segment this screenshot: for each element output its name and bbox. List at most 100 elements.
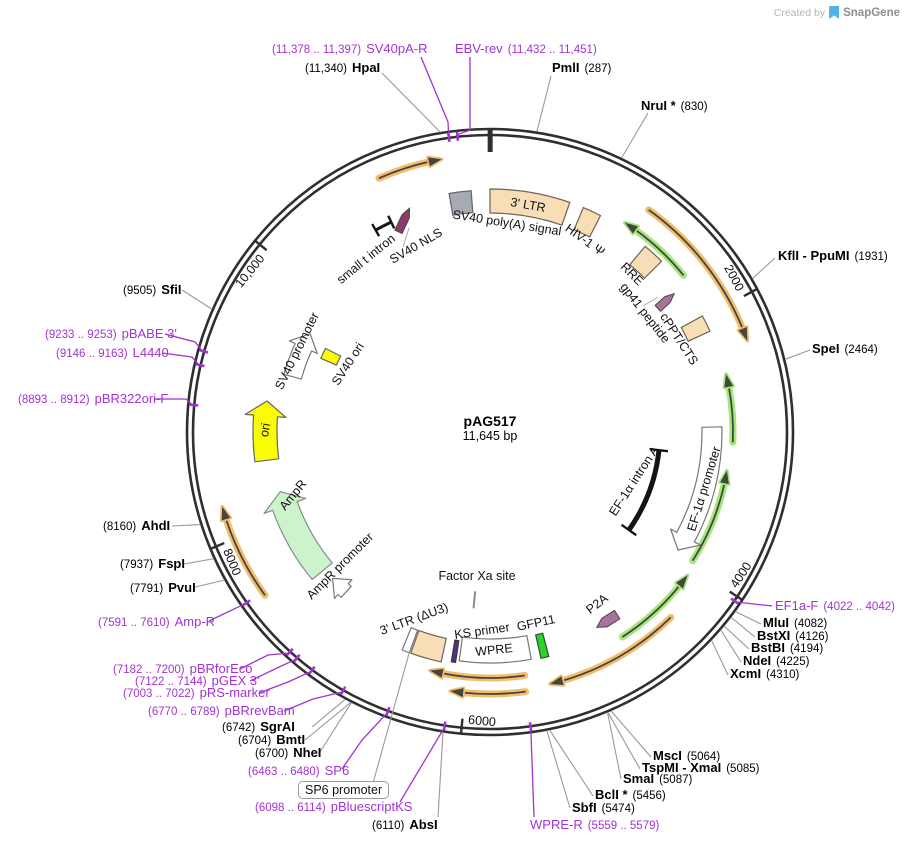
feature-gfp11[interactable] — [534, 632, 550, 660]
feature-label-WPRE[interactable]: WPRE — [474, 641, 514, 659]
feature-small-t-intron-cap — [371, 223, 381, 237]
site-label-FspI[interactable]: (7937) FspI — [120, 556, 185, 571]
leader-MluI — [735, 611, 762, 625]
primer-tick-L4440 — [195, 362, 205, 368]
feature-label-FactorXasite[interactable]: Factor Xa site — [438, 569, 516, 583]
plasmid-name: pAG517 — [463, 413, 517, 429]
feature-label-EF1promoter[interactable]: EF-1α promoter — [684, 444, 724, 534]
primer-label-pRSmarker[interactable]: (7003 .. 7022) pRS-marker — [123, 685, 270, 700]
boxed-label-SP6promoter[interactable]: SP6 promoter — [298, 781, 390, 799]
feature-ef1a-promoter[interactable] — [670, 426, 723, 551]
site-label-NheI[interactable]: (6700) NheI — [255, 745, 322, 760]
primer-label-L4440[interactable]: (9146 .. 9163) L4440 — [56, 345, 169, 360]
site-label-KflIPpuMI[interactable]: KflI - PpuMI (1931) — [778, 248, 888, 263]
feature-gp41-peptide[interactable] — [654, 291, 677, 313]
site-label-SmaI[interactable]: SmaI (5087) — [623, 771, 693, 786]
primer-label-pBluescriptKS[interactable]: (6098 .. 6114) pBluescriptKS — [255, 799, 413, 814]
feature-factor-xa-site[interactable] — [472, 591, 477, 609]
feature-sv40-polya-signal[interactable] — [448, 190, 474, 216]
feature-label-ori[interactable]: ori — [256, 421, 274, 439]
site-label-BstBI[interactable]: BstBI (4194) — [751, 640, 824, 655]
primer-label-WPRER[interactable]: WPRE-R (5559 .. 5579) — [530, 817, 660, 832]
orf-green-2-head — [722, 372, 735, 390]
site-label-TspMIXmaI[interactable]: TspMI - XmaI (5085) — [642, 760, 760, 775]
feature-sv40-ori[interactable] — [320, 347, 342, 366]
site-label-SfiI[interactable]: (9505) SfiI — [123, 282, 182, 297]
site-label-BclI[interactable]: BclI * (5456) — [595, 787, 666, 802]
feature-label-SV40polyAsignal[interactable]: SV40 poly(A) signal — [451, 207, 563, 239]
scale-tick-label: 8000 — [220, 545, 244, 578]
site-label-PmlI[interactable]: PmlI (287) — [552, 60, 612, 75]
feature-ks-primer[interactable] — [450, 639, 460, 664]
primer-label-SV40pAR[interactable]: (11,378 .. 11,397) SV40pA-R — [272, 41, 428, 56]
primer-label-pBR322oriF[interactable]: (8893 .. 8912) pBR322ori-F — [18, 391, 169, 406]
feature-rre[interactable] — [628, 245, 663, 280]
leader-NruI * — [621, 112, 649, 159]
leader-pBRrevBam — [283, 691, 343, 712]
feature-hiv1-psi[interactable] — [573, 206, 602, 238]
feature-ampr-promoter[interactable] — [332, 577, 353, 599]
site-label-MscI[interactable]: MscI (5064) — [653, 748, 721, 763]
primer-label-pGEX3[interactable]: (7122 .. 7144) pGEX 3' — [135, 673, 260, 688]
site-label-AbsI[interactable]: (6110) AbsI — [372, 817, 438, 832]
feature-ampr[interactable] — [263, 491, 333, 581]
site-label-HpaI[interactable]: (11,340) HpaI — [305, 60, 381, 75]
feature-3-prime-ltr-du3[interactable] — [410, 629, 447, 663]
scale-tick — [729, 590, 743, 601]
feature-sv40-nls[interactable] — [394, 207, 413, 235]
feature-label-SV40ori[interactable]: SV40 ori — [329, 340, 367, 388]
leader-BstBI — [723, 625, 750, 650]
site-label-NdeI[interactable]: NdeI (4225) — [743, 653, 810, 668]
feature-label-AmpR[interactable]: AmpR — [276, 477, 310, 513]
leader-pBRforEco — [239, 652, 289, 670]
site-label-BstXI[interactable]: BstXI (4126) — [757, 628, 829, 643]
orf-lower-right-head — [548, 674, 566, 687]
feature-ori[interactable] — [244, 400, 287, 463]
primer-label-pBABE3[interactable]: (9233 .. 9253) pBABE 3' — [45, 326, 177, 341]
scale-tick-label: 10,000 — [232, 251, 268, 291]
feature-ef1a-intron-a-cap — [649, 448, 669, 453]
site-label-SbfI[interactable]: SbfI (5474) — [572, 800, 635, 815]
scale-tick — [743, 287, 758, 298]
feature-wpre[interactable] — [458, 635, 532, 664]
primer-label-EF1aF[interactable]: EF1a-F (4022 .. 4042) — [775, 598, 895, 613]
feature-p2a[interactable] — [594, 609, 621, 631]
feature-ef1a-intron-a[interactable] — [626, 449, 662, 532]
feature-label-KSprimer[interactable]: KS primer — [453, 620, 511, 642]
primer-tick-pBABE 3' — [198, 348, 209, 354]
feature-label-SV40NLS[interactable]: SV40 NLS — [387, 225, 445, 267]
primer-label-AmpR[interactable]: (7591 .. 7610) Amp-R — [98, 614, 216, 629]
feature-label-EF1intronA[interactable]: EF-1α intron A — [606, 443, 662, 519]
feature-sp6-promoter[interactable] — [401, 626, 419, 654]
primer-label-SP6[interactable]: (6463 .. 6480) SP6 — [248, 763, 350, 778]
orf-bottom-inner-core — [442, 672, 525, 679]
site-label-SgrAI[interactable]: (6742) SgrAI — [222, 719, 295, 734]
site-label-PvuI[interactable]: (7791) PvuI — [130, 580, 196, 595]
feature-label-AmpRpromoter[interactable]: AmpR promoter — [303, 529, 377, 603]
feature-label-3LTR[interactable]: 3' LTR — [509, 195, 547, 215]
feature-label-3LTRU3[interactable]: 3' LTR (ΔU3) — [377, 600, 451, 638]
primer-tick-EF1a-F — [730, 597, 740, 605]
credit-prefix: Created by — [773, 6, 826, 19]
site-label-XcmI[interactable]: XcmI (4310) — [730, 666, 800, 681]
feature-label-P2A[interactable]: P2A — [583, 591, 611, 617]
feature-sv40-promoter[interactable] — [283, 333, 318, 380]
primer-label-EBVrev[interactable]: EBV-rev (11,432 .. 11,451) — [455, 41, 597, 56]
feature-cppt-cts[interactable] — [680, 315, 711, 342]
feature-label-smalltintron[interactable]: small t intron — [334, 231, 398, 287]
feature-3-prime-ltr[interactable] — [489, 188, 571, 226]
site-label-MluI[interactable]: MluI (4082) — [763, 615, 828, 630]
site-label-SpeI[interactable]: SpeI (2464) — [812, 341, 878, 356]
feature-label-HIV1[interactable]: HIV-1 Ψ — [562, 221, 608, 259]
leader-EBV-rev — [457, 57, 471, 136]
site-label-BmtI[interactable]: (6704) BmtI — [238, 732, 306, 747]
primer-label-pBRforEco[interactable]: (7182 .. 7200) pBRforEco — [113, 661, 253, 676]
primer-label-pBRrevBam[interactable]: (6770 .. 6789) pBRrevBam — [148, 703, 295, 718]
leader-TspMI - XmaI — [607, 711, 641, 770]
feature-label-GFP11[interactable]: GFP11 — [515, 612, 557, 634]
site-label-NruI[interactable]: NruI * (830) — [641, 98, 708, 113]
feature-label-SV40promoter[interactable]: SV40 promoter — [272, 310, 322, 392]
orf-left-core — [225, 518, 266, 596]
site-label-AhdI[interactable]: (8160) AhdI — [103, 518, 171, 533]
